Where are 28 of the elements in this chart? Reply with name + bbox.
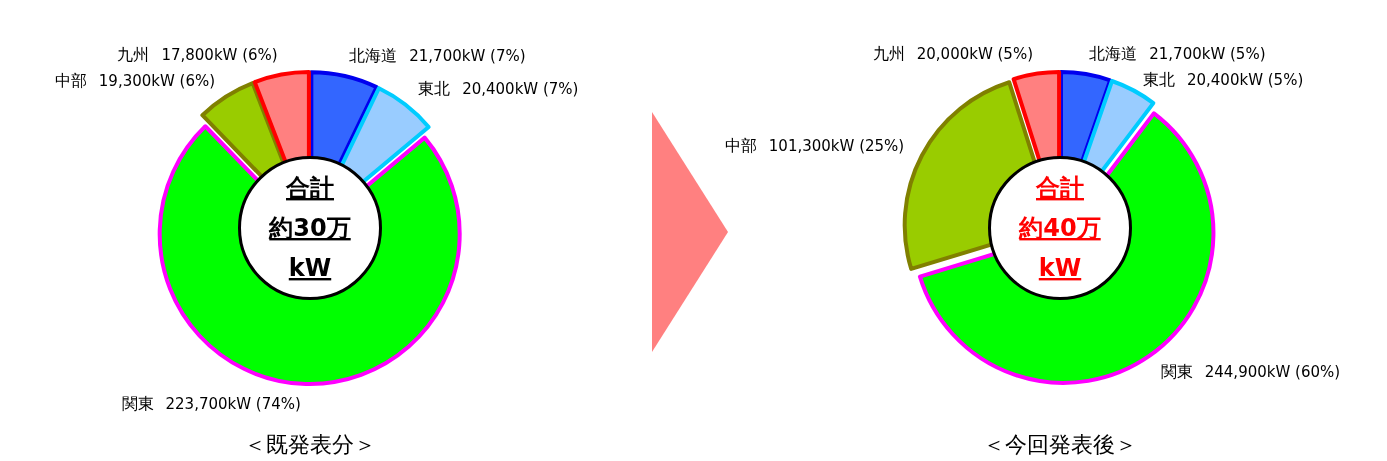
slice-label: 九州 [117, 44, 150, 64]
data-label: 223,700kW (74%) [165, 394, 301, 413]
data-label: 244,900kW (60%) [1204, 363, 1341, 382]
text: 約30万 [268, 214, 351, 242]
text: kW [1038, 254, 1082, 282]
data-label: 21,700kW (5%) [1149, 45, 1266, 64]
data-label: 21,700kW (7%) [409, 47, 526, 66]
slice-label: 中部 [724, 136, 757, 156]
slice-label: 中部 [54, 70, 87, 90]
data-label: 101,300kW (25%) [768, 137, 905, 156]
data-label: 17,800kW (6%) [161, 45, 278, 64]
data-label: 19,300kW (6%) [98, 71, 216, 90]
slice-label: 関東 [1160, 362, 1193, 382]
text: ＜既発表分＞ [244, 432, 376, 457]
text: 合計 [1035, 174, 1084, 202]
text: ＜今回発表後＞ [983, 432, 1137, 457]
slice-label: 九州 [872, 44, 905, 64]
slice-label: 東北 [1142, 70, 1175, 90]
slice-label: 北海道 [1089, 44, 1138, 64]
slice-label: 東北 [418, 79, 451, 99]
data-label: 20,400kW (7%) [462, 80, 579, 99]
text: kW [288, 254, 332, 282]
text: 合計 [285, 174, 334, 202]
slice-label: 北海道 [349, 46, 398, 66]
data-label: 20,400kW (5%) [1186, 71, 1304, 90]
text: 約40万 [1018, 214, 1101, 242]
slice-label: 関東 [121, 393, 154, 413]
data-label: 20,000kW (5%) [916, 45, 1034, 64]
